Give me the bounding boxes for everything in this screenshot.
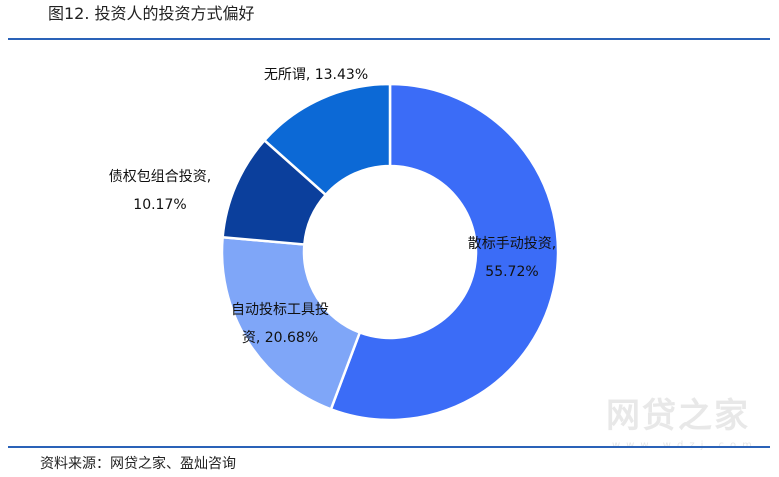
- data-label-3: 无所谓, 13.43%: [264, 67, 368, 83]
- watermark-url: www.wdzj.com: [612, 440, 758, 452]
- top-rule: [8, 38, 770, 40]
- slice-1: [220, 235, 362, 411]
- data-label-1: 资, 20.68%: [242, 330, 318, 346]
- data-label-0: 散标手动投资,: [468, 236, 556, 252]
- data-label-2: 10.17%: [133, 197, 186, 213]
- source-note: 资料来源：网贷之家、盈灿咨询: [40, 456, 236, 472]
- slice-3: [262, 82, 392, 197]
- watermark-logo: 网贷之家: [606, 396, 750, 436]
- slice-0: [329, 82, 560, 422]
- bottom-rule: [8, 446, 770, 448]
- data-label-1: 自动投标工具投: [231, 302, 329, 318]
- chart-title: 图12. 投资人的投资方式偏好: [48, 4, 255, 23]
- data-label-0: 55.72%: [485, 264, 538, 280]
- data-label-2: 债权包组合投资,: [109, 169, 211, 185]
